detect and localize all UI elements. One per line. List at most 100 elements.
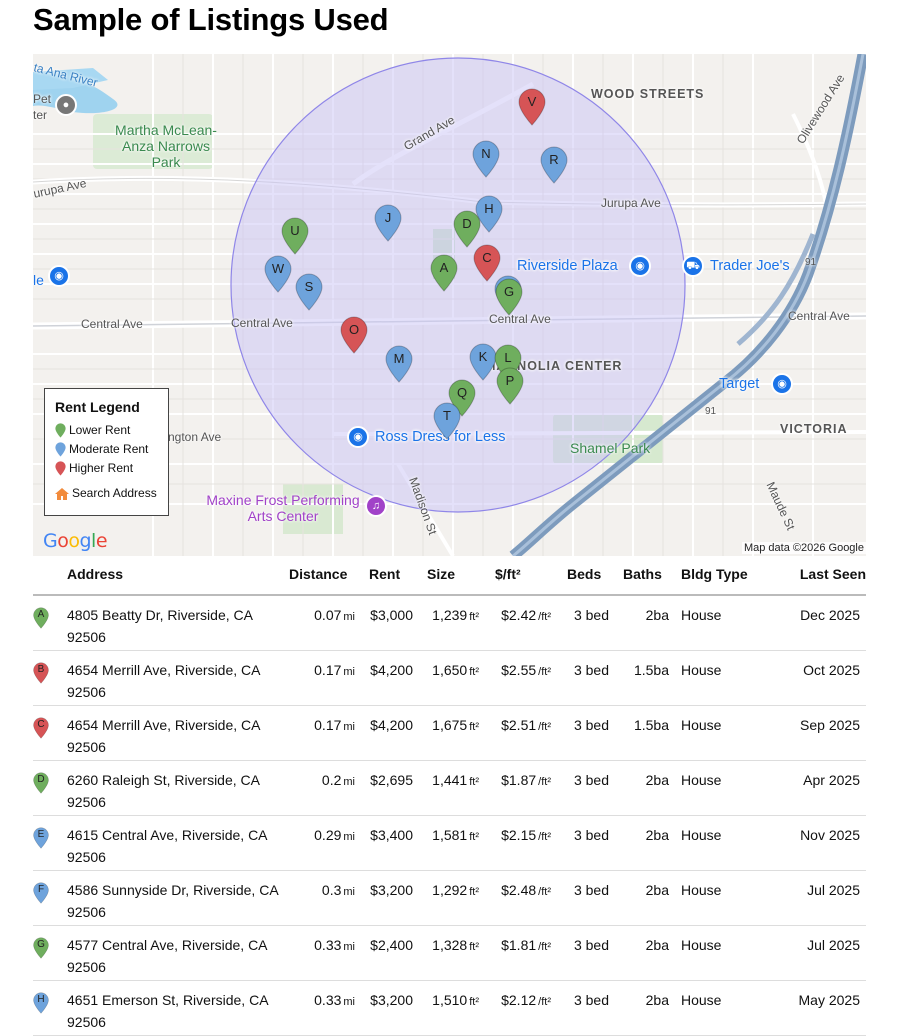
row-rent: $3,200 [369, 980, 427, 1036]
row-distance: 0.17 mi [289, 650, 369, 706]
map-pin-h[interactable]: H [475, 195, 503, 233]
label-arlington: ngton Ave [168, 430, 222, 444]
row-baths: 2ba [623, 760, 681, 816]
pin-letter: L [504, 350, 512, 365]
row-beds: 3 bed [567, 980, 623, 1036]
row-size: 1,581 ft² [427, 815, 495, 871]
poi-ross[interactable]: Ross Dress for Less [375, 429, 506, 445]
pin-letter: J [384, 210, 392, 225]
row-size: 1,675 ft² [427, 705, 495, 761]
row-baths: 2ba [623, 925, 681, 981]
map-pin-p[interactable]: P [496, 367, 524, 405]
pin-letter: Q [456, 385, 468, 400]
row-last-seen: Jul 2025 [763, 925, 866, 981]
listings-map[interactable]: WOOD STREETS Grand Ave Jurupa Ave Jurupa… [33, 54, 866, 556]
table-row[interactable]: C 4654 Merrill Ave, Riverside, CA 92506 0.… [33, 705, 866, 761]
poi-riverside-plaza[interactable]: Riverside Plaza [517, 258, 618, 274]
row-beds: 3 bed [567, 925, 623, 981]
page-title: Sample of Listings Used [33, 2, 389, 37]
map-pin-j[interactable]: J [374, 204, 402, 242]
row-size: 1,292 ft² [427, 870, 495, 926]
row-beds: 3 bed [567, 815, 623, 871]
table-row[interactable]: E 4615 Central Ave, Riverside, CA 92506 0.… [33, 815, 866, 871]
search-radius [230, 57, 686, 513]
poi-trader-joes[interactable]: Trader Joe's [710, 258, 790, 274]
row-distance: 0.2 mi [289, 760, 369, 816]
map-pin-n[interactable]: N [472, 140, 500, 178]
row-last-seen: Nov 2025 [763, 815, 866, 871]
shopping-bag-icon: ◉ [347, 426, 369, 448]
row-last-seen: Apr 2025 [763, 760, 866, 816]
row-distance: 0.33 mi [289, 925, 369, 981]
col-bldg: Bldg Type [681, 562, 763, 596]
map-pin-k[interactable]: K [469, 343, 497, 381]
label-victoria: VICTORIA [780, 422, 848, 436]
map-pin-w[interactable]: W [264, 255, 292, 293]
row-bldg-type: House [681, 760, 763, 816]
row-last-seen: Jul 2025 [763, 870, 866, 926]
col-marker [33, 562, 67, 596]
moderate-pin-icon [55, 442, 66, 457]
map-pin-m[interactable]: M [385, 345, 413, 383]
row-rent: $4,200 [369, 705, 427, 761]
col-distance: Distance [289, 562, 369, 596]
poi-maxine-frost: Maxine Frost Performing Arts Center [206, 492, 360, 524]
row-marker: A [33, 595, 67, 651]
map-pin-g[interactable]: G [495, 278, 523, 316]
label-le: le [33, 272, 44, 288]
row-address: 4654 Merrill Ave, Riverside, CA 92506 [67, 650, 289, 706]
map-base [33, 54, 866, 556]
legend-higher: Higher Rent [55, 459, 168, 478]
row-bldg-type: House [681, 595, 763, 651]
row-bldg-type: House [681, 705, 763, 761]
label-wood-streets: WOOD STREETS [591, 87, 705, 101]
col-address: Address [67, 562, 289, 596]
home-icon [55, 487, 69, 500]
pin-letter: P [505, 373, 515, 388]
legend-moderate: Moderate Rent [55, 440, 168, 459]
table-row[interactable]: H 4651 Emerson St, Riverside, CA 92506 0.3… [33, 980, 866, 1036]
row-pin-icon: F [33, 881, 49, 904]
row-address: 4805 Beatty Dr, Riverside, CA 92506 [67, 595, 289, 651]
listings-table: Address Distance Rent Size $/ft² Beds Ba… [33, 562, 866, 1036]
map-pin-u[interactable]: U [281, 217, 309, 255]
map-pin-v[interactable]: V [518, 88, 546, 126]
row-pin-icon: B [33, 661, 49, 684]
row-marker: E [33, 815, 67, 871]
row-address: 4654 Merrill Ave, Riverside, CA 92506 [67, 705, 289, 761]
pin-letter: C [482, 250, 492, 265]
poi-target[interactable]: Target [719, 376, 760, 392]
row-marker: H [33, 980, 67, 1036]
pin-letter: W [271, 261, 285, 276]
map-pin-d[interactable]: D [453, 210, 481, 248]
map-pin-s[interactable]: S [295, 273, 323, 311]
col-last-seen: Last Seen [763, 562, 866, 596]
map-pin-r[interactable]: R [540, 146, 568, 184]
legend-title: Rent Legend [55, 399, 140, 415]
row-bldg-type: House [681, 870, 763, 926]
row-marker: G [33, 925, 67, 981]
row-marker: F [33, 870, 67, 926]
map-pin-c[interactable]: C [473, 244, 501, 282]
table-row[interactable]: G 4577 Central Ave, Riverside, CA 92506 0.… [33, 925, 866, 981]
row-bldg-type: House [681, 650, 763, 706]
map-pin-o[interactable]: O [340, 316, 368, 354]
pin-letter: M [393, 351, 405, 366]
map-pin-a[interactable]: A [430, 254, 458, 292]
table-row[interactable]: F 4586 Sunnyside Dr, Riverside, CA 92506 0… [33, 870, 866, 926]
table-row[interactable]: D 6260 Raleigh St, Riverside, CA 92506 0.2… [33, 760, 866, 816]
legend-lower: Lower Rent [55, 421, 168, 440]
row-ppsf: $1.87/ft² [495, 760, 567, 816]
row-baths: 2ba [623, 980, 681, 1036]
label-jurupa-ave: Jurupa Ave [601, 196, 661, 210]
pin-letter: S [304, 279, 314, 294]
label-central-ave-3: Central Ave [489, 312, 551, 326]
table-row[interactable]: B 4654 Merrill Ave, Riverside, CA 92506 0.… [33, 650, 866, 706]
row-ppsf: $2.15/ft² [495, 815, 567, 871]
map-pin-t[interactable]: T [433, 402, 461, 440]
row-ppsf: $1.81/ft² [495, 925, 567, 981]
row-distance: 0.3 mi [289, 870, 369, 926]
row-distance: 0.33 mi [289, 980, 369, 1036]
label-pet: Pet [33, 92, 52, 106]
table-row[interactable]: A 4805 Beatty Dr, Riverside, CA 92506 0.07… [33, 595, 866, 651]
